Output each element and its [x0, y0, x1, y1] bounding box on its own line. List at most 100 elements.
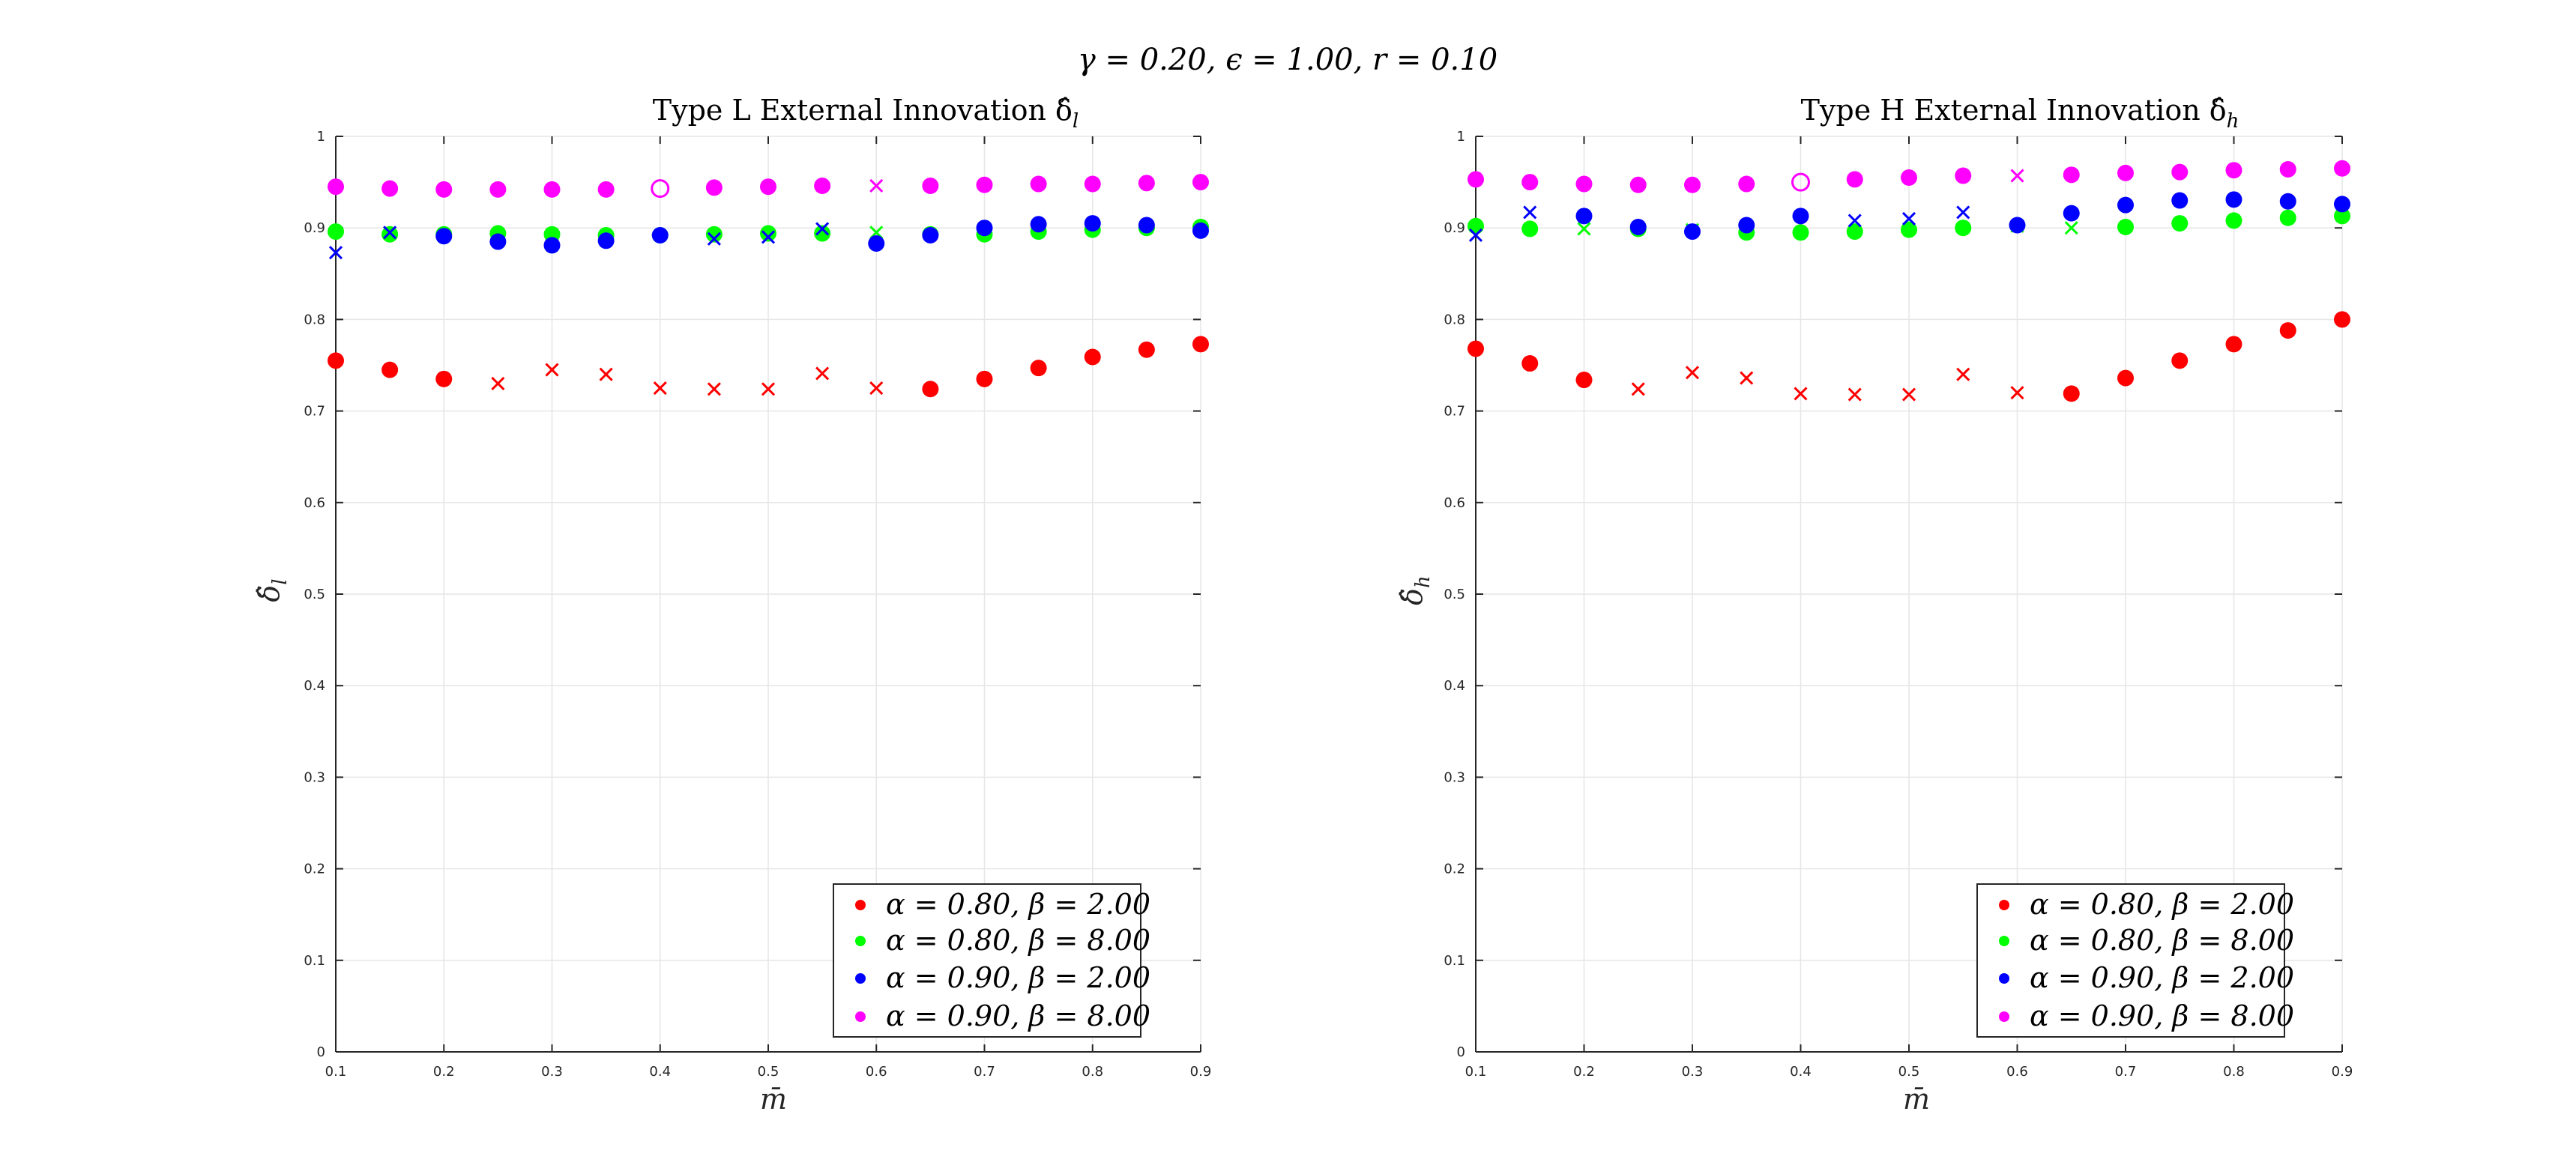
panel-right-series-0-point-16 [2334, 311, 2350, 328]
panel-left-series-0-point-5 [599, 367, 613, 381]
panel-left-x-tick-label-4: 0.5 [758, 1064, 779, 1080]
panel-right-y-tick-label-6: 0.6 [1444, 495, 1465, 511]
panel-left-y-tick-label-10: 1 [317, 129, 325, 145]
panel-right-y-tick-label-4: 0.4 [1444, 678, 1465, 694]
panel-right-series-2-point-0 [1468, 228, 1483, 243]
panel-left-legend-label-2: α = 0.90, β = 2.00 [886, 961, 1150, 994]
panel-right-series-2-point-16 [2334, 196, 2350, 213]
panel-right-series-0-point-14 [2225, 336, 2242, 353]
panel-right-x-tick-label-7: 0.8 [2223, 1064, 2245, 1080]
figure-suptitle: γ = 0.20, ϵ = 1.00, r = 0.10 [1078, 43, 1497, 77]
panel-right-series-1-point-15 [2279, 209, 2296, 226]
panel-right-series-3-point-7 [1846, 171, 1863, 188]
panel-right-series-1-point-6 [1792, 224, 1809, 241]
panel-right-legend-marker-0 [1999, 900, 2009, 910]
panel-right-series-2-point-1 [1523, 205, 1537, 220]
panel-left-legend-marker-3 [855, 1011, 866, 1022]
panel-left-y-tick-label-0: 0 [317, 1044, 325, 1060]
panel-left-y-tick-label-8: 0.8 [304, 312, 325, 327]
panel-left-x-tick-label-8: 0.9 [1190, 1064, 1212, 1080]
panel-right-legend-label-1: α = 0.80, β = 8.00 [2030, 924, 2294, 957]
panel-right-x-tick-label-8: 0.9 [2332, 1064, 2353, 1080]
panel-left-legend-marker-0 [855, 900, 866, 910]
panel-right-series-2-point-9 [1956, 205, 1970, 220]
panel-left-series-2-point-6 [651, 226, 669, 243]
panel-right-series-2-point-2 [1575, 208, 1593, 225]
panel-right-series-2-point-12 [2117, 196, 2134, 214]
panel-left-x-tick-label-7: 0.8 [1082, 1064, 1103, 1080]
panel-right-xlabel: m̄ [1903, 1083, 1930, 1116]
panel-left-series-2-point-9 [815, 222, 830, 236]
panel-right-series-0-point-5 [1740, 371, 1754, 385]
panel-right-series-1-point-14 [2225, 212, 2242, 229]
panel-right-series-2-point-6 [1792, 208, 1809, 225]
panel-left-series-0-point-10 [869, 381, 884, 396]
panel-left-y-tick-label-4: 0.4 [304, 678, 325, 694]
panel-right-title-sub: h [2227, 110, 2239, 133]
panel-right-x-tick-label-5: 0.6 [2006, 1064, 2028, 1080]
panel-left-series-3-point-9 [814, 177, 831, 194]
panel-right-series-1-point-1 [1521, 220, 1539, 237]
panel-left-series-0-point-1 [381, 361, 399, 378]
panel-left-series-0-point-7 [707, 382, 721, 396]
panel-right-series-2-point-4 [1684, 223, 1701, 240]
panel-left-series-2-point-11 [922, 226, 939, 243]
panel-left-series-3-point-14 [1084, 175, 1101, 193]
panel-left-x-tick-label-2: 0.3 [541, 1064, 563, 1080]
panel-left-legend-marker-1 [855, 936, 866, 946]
panel-right-series-3-point-10 [2010, 169, 2024, 183]
panel-right-series-1-point-9 [1955, 220, 1972, 237]
panel-right-ylabel: δ̂h [1396, 575, 1435, 605]
panel-right-y-tick-label-3: 0.3 [1444, 769, 1465, 785]
panel-right-x-tick-label-0: 0.1 [1465, 1064, 1487, 1080]
panel-left-series-0 [328, 336, 1209, 398]
panel-right-y-tick-label-8: 0.8 [1444, 312, 1465, 327]
panel-right-series-0-point-15 [2279, 322, 2296, 339]
panel-left-y-tick-label-6: 0.6 [304, 495, 325, 511]
panel-right-series-3-point-15 [2279, 160, 2296, 178]
panel-left-series-2 [328, 215, 1209, 260]
panel-right-series-1-point-11 [2064, 221, 2078, 235]
panel-right-x-tick-label-2: 0.3 [1682, 1064, 1704, 1080]
panel-left-series-2-point-0 [328, 246, 343, 260]
panel-left-y-tick-label-3: 0.3 [304, 769, 325, 785]
panel-right-series-3-point-4 [1684, 176, 1701, 193]
panel-left-series-2-point-4 [543, 237, 561, 254]
panel-right-y-tick-label-0: 0 [1457, 1044, 1465, 1060]
panel-right: Type H External Innovation δ̂h 0.1 0.2 0.3… [1396, 94, 2353, 1116]
panel-left-series-3-point-1 [381, 180, 399, 197]
panel-left: Type L External Innovation δ̂l 0.1 0.2 0.3… [253, 94, 1211, 1116]
panel-left-series-3-point-0 [328, 178, 344, 196]
panel-right-series-2 [1468, 191, 2350, 243]
panel-right-series-1-point-12 [2117, 218, 2134, 235]
panel-right-series-1-point-13 [2171, 215, 2189, 232]
panel-left-series-0-point-4 [545, 363, 559, 377]
panel-right-y-tick-label-7: 0.7 [1444, 404, 1465, 420]
panel-left-ylabel-main: δ̂ [253, 585, 286, 602]
panel-right-series-1-point-16 [2334, 208, 2350, 225]
panel-left-series-3-point-16 [1192, 174, 1209, 191]
panel-left-series-0-point-12 [976, 370, 993, 387]
panel-left-series-1-point-8 [760, 225, 776, 242]
panel-right-series-3-point-1 [1521, 174, 1539, 191]
panel-right-series-3-point-5 [1738, 175, 1755, 193]
panel-left-series-0-point-6 [653, 381, 667, 396]
panel-right-y-tick-label-10: 1 [1457, 129, 1465, 145]
panel-right-series-3-point-3 [1629, 176, 1647, 193]
panel-right-series-0 [1468, 311, 2350, 402]
panel-left-x-tick-label-6: 0.7 [974, 1064, 995, 1080]
panel-left-series-2-point-7 [707, 232, 721, 246]
panel-left-series-3-point-5 [597, 181, 615, 198]
panel-left-legend-label-0: α = 0.80, β = 2.00 [886, 888, 1150, 921]
panel-left-y-tick-label-1: 0.1 [304, 953, 325, 969]
panel-left-series-2-point-5 [597, 232, 615, 249]
panel-right-series-2-point-5 [1738, 217, 1755, 234]
panel-left-title: Type L External Innovation δ̂l [653, 94, 1079, 133]
panel-right-series-0-point-13 [2171, 352, 2189, 369]
panel-left-series-3-point-8 [760, 178, 776, 196]
panel-left-series-0-point-15 [1138, 341, 1155, 358]
panel-right-series-3-point-6 [1791, 172, 1810, 192]
panel-right-series-3-point-2 [1575, 175, 1593, 193]
panel-left-series-3-point-7 [705, 179, 723, 196]
